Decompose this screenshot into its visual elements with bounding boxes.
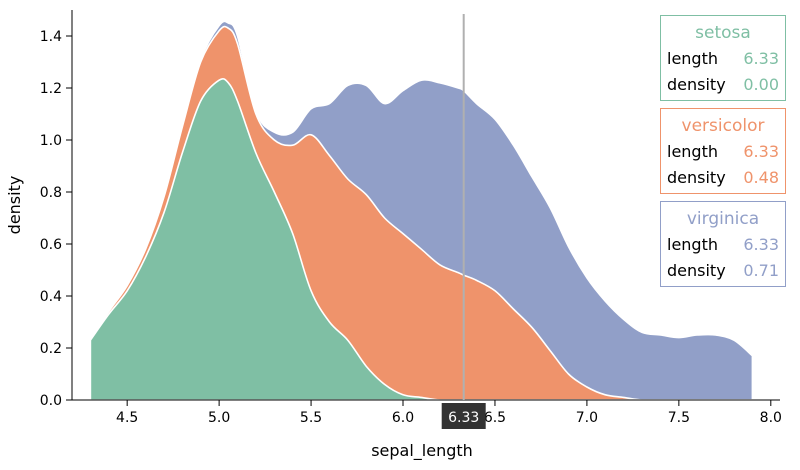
legend-value: 0.48 bbox=[743, 168, 779, 187]
legend-row-length: length 6.33 bbox=[667, 46, 779, 72]
x-tick-label: 5.0 bbox=[208, 410, 230, 426]
legend-row-density: density 0.00 bbox=[667, 72, 779, 98]
legend-row-length: length 6.33 bbox=[667, 139, 779, 165]
legend-title: virginica bbox=[686, 209, 760, 229]
legend-box-virginica: virginica length 6.33 density 0.71 bbox=[660, 201, 786, 287]
x-tick-label: 6.0 bbox=[392, 410, 414, 426]
y-tick-label: 1.2 bbox=[40, 81, 62, 97]
y-tick-label: 0.8 bbox=[40, 185, 62, 201]
y-tick-label: 1.0 bbox=[40, 133, 62, 149]
legend-label: density bbox=[667, 261, 726, 280]
cursor[interactable]: 6.33 bbox=[441, 14, 486, 429]
cursor-label: 6.33 bbox=[448, 410, 479, 426]
legend-box-setosa: setosa length 6.33 density 0.00 bbox=[660, 15, 786, 101]
x-tick-label: 7.5 bbox=[668, 410, 690, 426]
y-tick-label: 0.0 bbox=[40, 393, 62, 409]
legend-row-length: length 6.33 bbox=[667, 232, 779, 258]
legend-row-density: density 0.48 bbox=[667, 165, 779, 191]
x-tick-label: 5.5 bbox=[300, 410, 322, 426]
legend-label: density bbox=[667, 168, 726, 187]
x-tick-label: 6.5 bbox=[484, 410, 506, 426]
stacked-areas bbox=[89, 20, 754, 401]
legend-title: setosa bbox=[695, 23, 751, 43]
cursor-label-bg bbox=[441, 403, 486, 429]
legend-title: versicolor bbox=[681, 116, 765, 136]
y-tick-label: 0.6 bbox=[40, 237, 62, 253]
x-tick-label: 8.0 bbox=[760, 410, 782, 426]
legend-label: length bbox=[667, 49, 718, 68]
legend-box-versicolor: versicolor length 6.33 density 0.48 bbox=[660, 108, 786, 194]
legend-value: 0.00 bbox=[743, 75, 779, 94]
legend-label: density bbox=[667, 75, 726, 94]
legend-label: length bbox=[667, 235, 718, 254]
x-axis-title: sepal_length bbox=[371, 441, 473, 461]
legend-value: 6.33 bbox=[743, 235, 779, 254]
y-tick-label: 0.2 bbox=[40, 341, 62, 357]
x-tick-label: 4.5 bbox=[116, 410, 138, 426]
legend-value: 6.33 bbox=[743, 142, 779, 161]
y-tick-label: 0.4 bbox=[40, 289, 62, 305]
legend-value: 6.33 bbox=[743, 49, 779, 68]
legend-value: 0.71 bbox=[743, 261, 779, 280]
x-tick-label: 7.0 bbox=[576, 410, 598, 426]
y-axis-title: density bbox=[5, 176, 24, 235]
legend-label: length bbox=[667, 142, 718, 161]
axes: 0.0 0.2 0.4 0.6 0.8 1.0 1.2 1.4 4.5 5.0 5.5 6.0 6.5 7… bbox=[5, 10, 782, 461]
y-tick-label: 1.4 bbox=[40, 29, 62, 45]
legend-row-density: density 0.71 bbox=[667, 258, 779, 284]
